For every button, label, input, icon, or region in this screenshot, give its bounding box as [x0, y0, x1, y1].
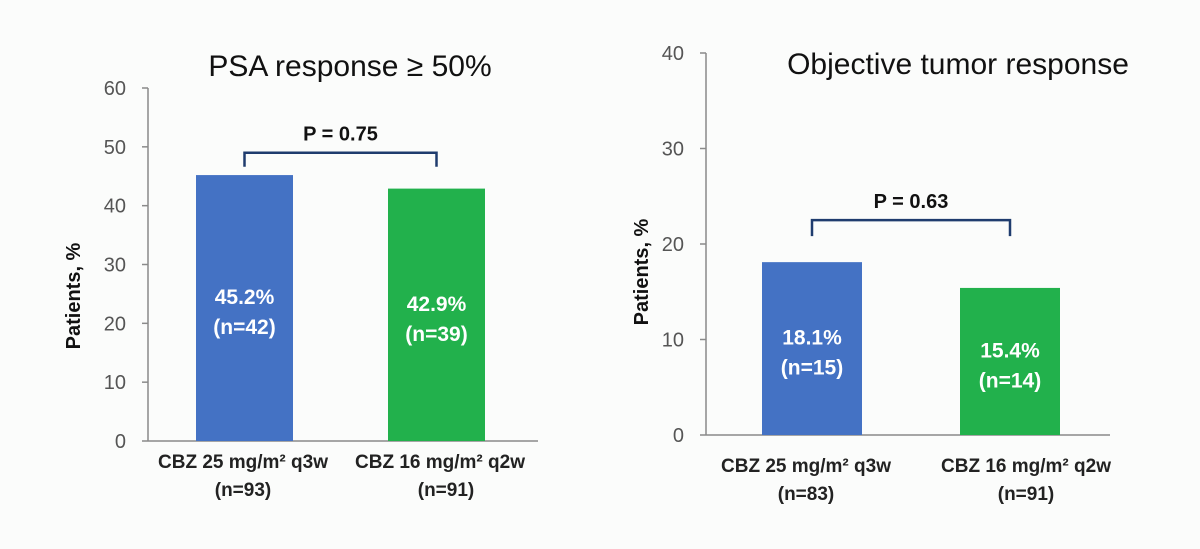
chart-panel-1: PSA response ≥ 50% Patients, % 0 10 20 30 40 50… [63, 50, 538, 501]
x-category-label: CBZ 25 mg/m² q3w [158, 452, 328, 473]
bar-value-label: 18.1% [782, 327, 842, 350]
x-category-label: CBZ 25 mg/m² q3w [721, 456, 891, 477]
p-value-bracket [243, 151, 438, 167]
y-tick-label: 40 [104, 196, 126, 218]
x-category-sublabel: (n=91) [998, 484, 1055, 505]
bar-1 [762, 262, 862, 435]
bar-value-label: 42.9% [407, 293, 467, 316]
x-category-label: CBZ 16 mg/m² q2w [941, 456, 1111, 477]
bar-count-label: (n=39) [405, 323, 467, 346]
chart-panel-2: Objective tumor response Patients, % 0 10 20… [631, 43, 1129, 505]
y-tick-label: 20 [104, 313, 126, 335]
y-axis-label: Patients, % [631, 218, 653, 325]
bar-1 [196, 175, 293, 441]
p-value-label: P = 0.75 [303, 124, 378, 146]
y-tick-label: 60 [104, 78, 126, 100]
y-tick-label: 0 [673, 425, 684, 447]
x-category-sublabel: (n=91) [418, 480, 475, 501]
bar-count-label: (n=42) [213, 316, 275, 339]
y-tick-label: 0 [115, 431, 126, 453]
x-category-sublabel: (n=83) [778, 484, 835, 505]
y-axis-label: Patients, % [63, 242, 85, 349]
y-tick-label: 40 [662, 43, 684, 65]
y-tick-label: 10 [662, 330, 684, 352]
chart-title: PSA response ≥ 50% [208, 50, 491, 83]
bar-value-label: 45.2% [215, 286, 275, 309]
y-tick-label: 10 [104, 372, 126, 394]
y-tick-label: 30 [662, 139, 684, 161]
y-tick-label: 50 [104, 137, 126, 159]
y-tick-label: 30 [104, 255, 126, 277]
bar-count-label: (n=14) [979, 369, 1041, 392]
bar-value-label: 15.4% [980, 339, 1040, 362]
bar-2 [388, 188, 485, 441]
x-category-sublabel: (n=93) [215, 480, 272, 501]
p-value-label: P = 0.63 [874, 191, 949, 213]
y-tick-label: 20 [662, 234, 684, 256]
chart-title: Objective tumor response [787, 48, 1129, 81]
bar-count-label: (n=15) [781, 357, 843, 380]
p-value-bracket [810, 218, 1012, 237]
bar-2 [960, 287, 1060, 435]
x-category-label: CBZ 16 mg/m² q2w [355, 452, 525, 473]
